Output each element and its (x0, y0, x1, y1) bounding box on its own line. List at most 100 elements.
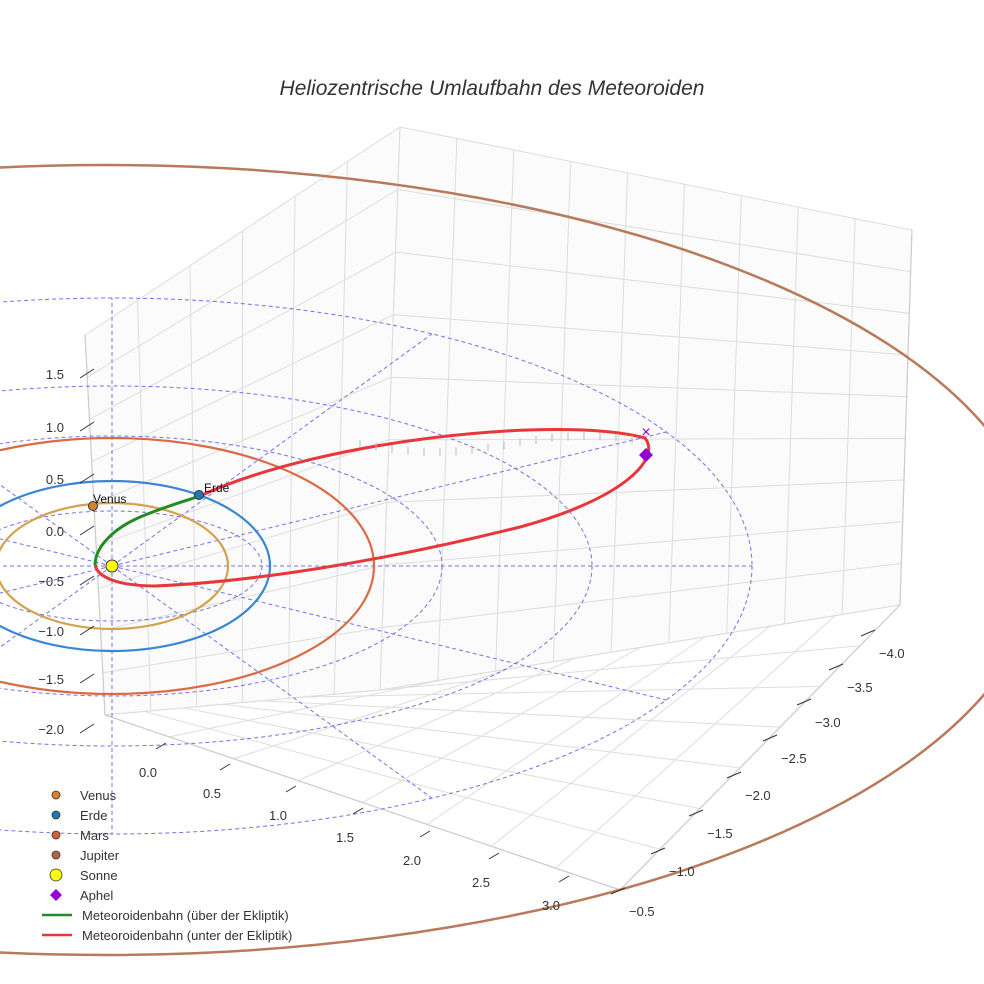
orbit-jupiter (0, 163, 984, 957)
legend-label: Meteoroidenbahn (unter der Ekliptik) (82, 928, 292, 943)
chart-title: Heliozentrische Umlaufbahn des Meteoroid… (280, 77, 705, 100)
x-tick-mark (219, 763, 231, 771)
x-tick-mark (488, 852, 500, 860)
grid-line-floor (301, 685, 821, 698)
orbit-venus (0, 501, 230, 631)
aphel-cross: × (641, 424, 650, 441)
grid-line-vertical (841, 218, 856, 615)
y-tick-label: −4.0 (879, 646, 905, 661)
grid-line-horizontal (84, 126, 401, 336)
x-tick-mark (285, 785, 297, 793)
box-edge (619, 604, 901, 891)
z-tick-label: 0.5 (46, 472, 64, 487)
axis-panes (85, 127, 912, 715)
grid-line-floor (104, 689, 381, 716)
grid-line-horizontal (86, 189, 399, 378)
grid-line-floor (183, 707, 701, 810)
legend-marker (51, 850, 61, 860)
planet-orbits (0, 163, 984, 957)
marker-label-erde: Erde (204, 481, 230, 495)
grid-line-horizontal (395, 251, 910, 314)
grid-line-horizontal (91, 314, 394, 463)
z-tick-mark (79, 473, 95, 484)
x-tick-label: 1.5 (336, 830, 354, 845)
ecliptic-spoke (0, 565, 113, 648)
z-tick-label: 1.5 (46, 367, 64, 382)
x-tick-mark (558, 875, 570, 883)
y-tick-label: −2.5 (781, 751, 807, 766)
grid-line-vertical (668, 184, 685, 643)
y-tick-mark (610, 887, 626, 895)
grid-line-vertical (552, 161, 572, 662)
legend-label: Jupiter (80, 848, 120, 863)
axis-ticks: 1.5 1.0 0.5 0.0 −0.5 −1.0 −1.5 −2.0 0.0 0.5 1.0 1.5… (38, 367, 904, 919)
grid-line-horizontal (95, 439, 390, 547)
grid-line-vertical (379, 126, 401, 691)
legend-label: Erde (80, 808, 107, 823)
ecliptic-spoke (111, 333, 433, 567)
legend-marker (51, 810, 61, 820)
y-tick-mark (650, 847, 666, 855)
x-tick-label: 2.5 (472, 875, 490, 890)
y-tick-mark (796, 698, 812, 706)
z-tick-mark (79, 421, 95, 432)
legend-label: Sonne (80, 868, 118, 883)
grid-line-vertical (437, 138, 458, 681)
x-tick-label: 1.0 (269, 808, 287, 823)
z-tick-label: 0.0 (46, 524, 64, 539)
y-tick-label: −1.5 (707, 826, 733, 841)
grid-line-floor (340, 645, 861, 695)
grid-line-floor (379, 604, 901, 691)
z-tick-mark (79, 673, 95, 684)
grid-line-floor (262, 700, 781, 728)
y-tick-mark (860, 629, 876, 637)
z-tick-label: −2.0 (38, 722, 64, 737)
legend-marker (50, 889, 62, 901)
grid-line-vertical (783, 207, 799, 624)
ecliptic-grid (0, 297, 753, 835)
legend-label: Venus (80, 788, 117, 803)
z-tick-label: −0.5 (38, 574, 64, 589)
y-tick-label: −2.0 (745, 788, 771, 803)
grid-line-floor (362, 647, 641, 803)
grid-line-vertical (333, 161, 348, 695)
grid-line-horizontal (102, 626, 383, 674)
grid-line-floor (490, 625, 771, 847)
y-tick-mark (762, 734, 778, 742)
orbit-mars (0, 436, 376, 696)
box-pane (85, 127, 912, 715)
z-tick-mark (79, 625, 95, 636)
grid-line-floor (222, 703, 741, 769)
grid-line-horizontal (393, 314, 909, 356)
grid-line-horizontal (384, 521, 903, 566)
x-tick-label: 2.0 (403, 853, 421, 868)
x-tick-mark (155, 742, 167, 750)
grid-line-floor (555, 615, 836, 869)
ecliptic-spoke (0, 484, 113, 567)
y-tick-label: −0.5 (629, 904, 655, 919)
marker-label-venus: Venus (93, 492, 126, 506)
x-tick-label: 0.5 (203, 786, 221, 801)
grid-line-floor (426, 636, 706, 825)
meteoroid-orbit-above (93, 494, 201, 566)
grid-line-horizontal (391, 376, 907, 398)
grid-line-vertical (287, 196, 296, 699)
z-tick-label: 1.0 (46, 420, 64, 435)
grid-line-horizontal (89, 251, 396, 420)
y-tick-mark (688, 809, 704, 817)
legend-label: Mars (80, 828, 109, 843)
y-tick-mark (828, 663, 844, 671)
body-markers: Venus Erde × (88, 424, 653, 573)
ecliptic-spoke (111, 565, 433, 799)
x-tick-label: 0.0 (139, 765, 157, 780)
orbit-erde (0, 479, 272, 653)
y-tick-label: −3.5 (847, 680, 873, 695)
meteoroid-orbit (93, 428, 651, 588)
meteoroid-orbit-below (93, 428, 651, 588)
y-tick-label: −1.0 (669, 864, 695, 879)
grid-line-vertical (189, 265, 198, 707)
aphel-marker (639, 448, 653, 462)
legend-label: Meteoroidenbahn (über der Ekliptik) (82, 908, 289, 923)
grid-line-horizontal (399, 126, 913, 231)
